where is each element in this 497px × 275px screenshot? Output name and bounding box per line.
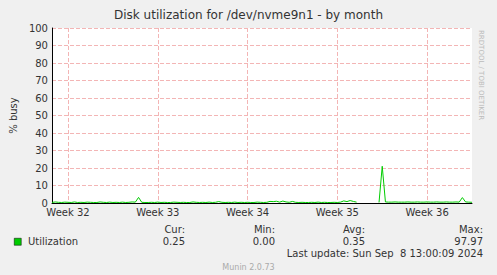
svg-text:97.97: 97.97 xyxy=(454,236,483,247)
svg-text:Max:: Max: xyxy=(459,224,483,235)
svg-text:Avg:: Avg: xyxy=(343,224,365,235)
svg-text:0.25: 0.25 xyxy=(163,236,185,247)
svg-text:Munin 2.0.73: Munin 2.0.73 xyxy=(222,263,274,272)
svg-text:Disk utilization for /dev/nvme: Disk utilization for /dev/nvme9n1 - by m… xyxy=(114,8,383,22)
svg-text:80: 80 xyxy=(35,58,48,69)
svg-text:90: 90 xyxy=(35,40,48,51)
svg-text:50: 50 xyxy=(35,110,48,121)
svg-text:Week 35: Week 35 xyxy=(316,207,359,218)
svg-text:Week 33: Week 33 xyxy=(136,207,179,218)
svg-text:70: 70 xyxy=(35,75,48,86)
svg-text:0.35: 0.35 xyxy=(343,236,365,247)
svg-text:Utilization: Utilization xyxy=(28,236,78,247)
svg-text:% busy: % busy xyxy=(8,97,19,134)
svg-text:Last update: Sun Sep 8 13:00:: Last update: Sun Sep 8 13:00:09 2024 xyxy=(287,248,483,259)
svg-text:60: 60 xyxy=(35,93,48,104)
svg-text:40: 40 xyxy=(35,128,48,139)
svg-text:0: 0 xyxy=(41,197,48,209)
svg-text:Min:: Min: xyxy=(254,224,275,235)
svg-text:Cur:: Cur: xyxy=(164,224,185,235)
svg-text:RRDTOOL / TOBI OETIKER: RRDTOOL / TOBI OETIKER xyxy=(477,30,485,120)
svg-text:0.00: 0.00 xyxy=(253,236,275,247)
svg-text:100: 100 xyxy=(29,23,48,34)
svg-text:30: 30 xyxy=(35,145,48,156)
svg-text:Week 34: Week 34 xyxy=(226,207,269,218)
svg-text:Week 36: Week 36 xyxy=(405,207,448,218)
svg-text:20: 20 xyxy=(35,163,48,174)
svg-text:10: 10 xyxy=(35,180,48,191)
svg-text:Week 32: Week 32 xyxy=(46,207,89,218)
